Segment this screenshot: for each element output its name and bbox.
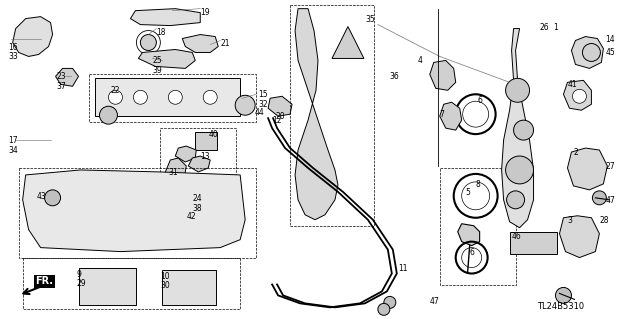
Text: 47: 47 xyxy=(605,196,615,205)
Circle shape xyxy=(593,191,606,205)
Polygon shape xyxy=(188,156,210,172)
Circle shape xyxy=(513,120,534,140)
Circle shape xyxy=(507,191,525,209)
Text: 28: 28 xyxy=(600,216,609,225)
Circle shape xyxy=(461,182,490,210)
Circle shape xyxy=(572,89,586,103)
Text: 2: 2 xyxy=(573,148,578,157)
Circle shape xyxy=(133,90,147,104)
Polygon shape xyxy=(559,216,600,257)
Circle shape xyxy=(463,101,488,127)
Text: 27: 27 xyxy=(605,162,615,171)
Text: 12: 12 xyxy=(272,116,282,125)
Circle shape xyxy=(506,78,529,102)
Circle shape xyxy=(108,90,122,104)
Circle shape xyxy=(582,43,600,62)
Circle shape xyxy=(384,296,396,308)
Text: 5: 5 xyxy=(466,188,470,197)
Bar xyxy=(161,128,236,214)
Text: 40: 40 xyxy=(208,130,218,139)
Text: 13: 13 xyxy=(200,152,210,161)
Text: 10
30: 10 30 xyxy=(161,271,170,290)
Text: 18: 18 xyxy=(156,27,166,37)
Circle shape xyxy=(45,190,61,206)
Polygon shape xyxy=(13,17,52,56)
Circle shape xyxy=(556,287,572,303)
Text: 6: 6 xyxy=(477,96,483,105)
Text: 44: 44 xyxy=(254,108,264,117)
Polygon shape xyxy=(572,37,604,68)
Circle shape xyxy=(378,303,390,315)
Text: FR.: FR. xyxy=(36,277,54,286)
Bar xyxy=(440,168,516,286)
Text: 41: 41 xyxy=(568,80,577,89)
Bar xyxy=(163,270,216,305)
Circle shape xyxy=(506,156,534,184)
Bar xyxy=(22,257,240,309)
Polygon shape xyxy=(131,9,200,26)
Text: 17
34: 17 34 xyxy=(9,136,19,155)
Text: 16
33: 16 33 xyxy=(9,42,19,61)
Text: 25
39: 25 39 xyxy=(152,56,162,75)
Polygon shape xyxy=(440,102,461,130)
Text: 9
29: 9 29 xyxy=(77,270,86,288)
Text: 22: 22 xyxy=(111,86,120,95)
Circle shape xyxy=(177,205,191,219)
Bar xyxy=(290,5,374,226)
Text: 7: 7 xyxy=(440,110,445,119)
Polygon shape xyxy=(22,170,245,252)
Text: 4: 4 xyxy=(418,56,422,65)
Polygon shape xyxy=(138,49,195,68)
Polygon shape xyxy=(295,9,338,220)
Text: 36: 36 xyxy=(390,72,399,81)
Circle shape xyxy=(179,183,197,201)
Text: 24
38: 24 38 xyxy=(192,194,202,212)
Text: 14: 14 xyxy=(605,34,615,44)
Text: 46: 46 xyxy=(511,232,522,241)
Text: 19: 19 xyxy=(200,8,210,17)
Text: 21: 21 xyxy=(220,39,230,48)
Text: TL24B5310: TL24B5310 xyxy=(538,302,585,311)
Circle shape xyxy=(99,106,118,124)
Polygon shape xyxy=(268,96,292,116)
Polygon shape xyxy=(332,26,364,58)
Polygon shape xyxy=(175,146,196,162)
Text: 1: 1 xyxy=(554,23,558,32)
Text: 26: 26 xyxy=(540,23,549,32)
Text: 6: 6 xyxy=(470,248,474,256)
Polygon shape xyxy=(182,34,218,52)
Bar xyxy=(88,74,256,122)
Polygon shape xyxy=(502,29,534,228)
Text: 47: 47 xyxy=(430,297,440,306)
Polygon shape xyxy=(430,60,456,90)
Bar xyxy=(509,232,557,254)
Circle shape xyxy=(204,90,217,104)
Bar xyxy=(195,132,217,150)
Polygon shape xyxy=(165,158,186,180)
Polygon shape xyxy=(95,78,240,116)
Text: 45: 45 xyxy=(605,48,615,57)
Polygon shape xyxy=(568,148,607,190)
Text: 15
32: 15 32 xyxy=(258,90,268,109)
Bar xyxy=(19,168,256,257)
Circle shape xyxy=(461,248,482,268)
Circle shape xyxy=(140,34,156,50)
Text: 11: 11 xyxy=(398,263,407,272)
Bar xyxy=(79,268,136,305)
Text: 31: 31 xyxy=(168,168,178,177)
Circle shape xyxy=(235,95,255,115)
Text: 8: 8 xyxy=(476,180,481,189)
Circle shape xyxy=(168,90,182,104)
Text: 35: 35 xyxy=(366,15,376,24)
Polygon shape xyxy=(56,68,79,86)
Text: 23
37: 23 37 xyxy=(56,72,67,91)
Text: 3: 3 xyxy=(568,216,572,225)
Text: 42: 42 xyxy=(186,212,196,221)
Polygon shape xyxy=(458,224,479,246)
Text: 43: 43 xyxy=(36,192,46,201)
Text: 20: 20 xyxy=(275,112,285,121)
Polygon shape xyxy=(563,80,591,110)
